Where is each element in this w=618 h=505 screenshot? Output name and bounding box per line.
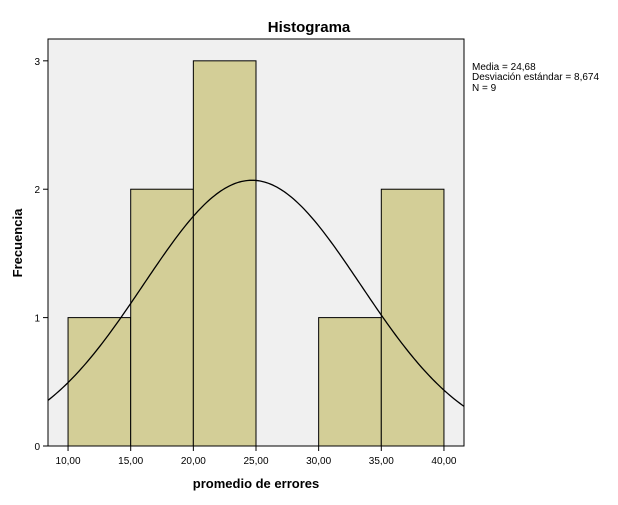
histogram-bar xyxy=(192,60,257,447)
y-axis: 0 1 2 3 xyxy=(34,57,48,453)
normal-curve xyxy=(47,179,465,407)
y-axis-title: Frecuencia xyxy=(10,208,25,277)
stats-n: N = 9 xyxy=(472,83,497,94)
y-tick-label: 1 xyxy=(34,314,40,325)
x-tick-label: 15,00 xyxy=(118,456,143,467)
histogram-bar xyxy=(67,317,132,447)
histogram-bar xyxy=(130,188,194,447)
x-axis: 10,00 15,00 20,00 25,00 30,00 35,00 40,00 xyxy=(56,446,457,467)
stats-mean: Media = 24,68 xyxy=(472,62,536,73)
x-tick-label: 40,00 xyxy=(431,456,456,467)
y-tick-label: 0 xyxy=(34,442,40,453)
stats-annotation: Media = 24,68 Desviación estándar = 8,67… xyxy=(472,62,599,94)
x-axis-title: promedio de errores xyxy=(193,476,319,491)
bars-group xyxy=(67,60,445,447)
x-tick-label: 20,00 xyxy=(181,456,206,467)
y-tick-label: 2 xyxy=(34,185,40,196)
x-tick-label: 35,00 xyxy=(369,456,394,467)
stats-std: Desviación estándar = 8,674 xyxy=(472,72,599,83)
x-tick-label: 30,00 xyxy=(306,456,331,467)
x-tick-label: 25,00 xyxy=(243,456,268,467)
chart-title: Histograma xyxy=(268,19,351,36)
y-tick-label: 3 xyxy=(34,57,40,68)
histogram-bar xyxy=(380,188,445,447)
x-tick-label: 10,00 xyxy=(56,456,81,467)
histogram-bar xyxy=(318,317,382,447)
